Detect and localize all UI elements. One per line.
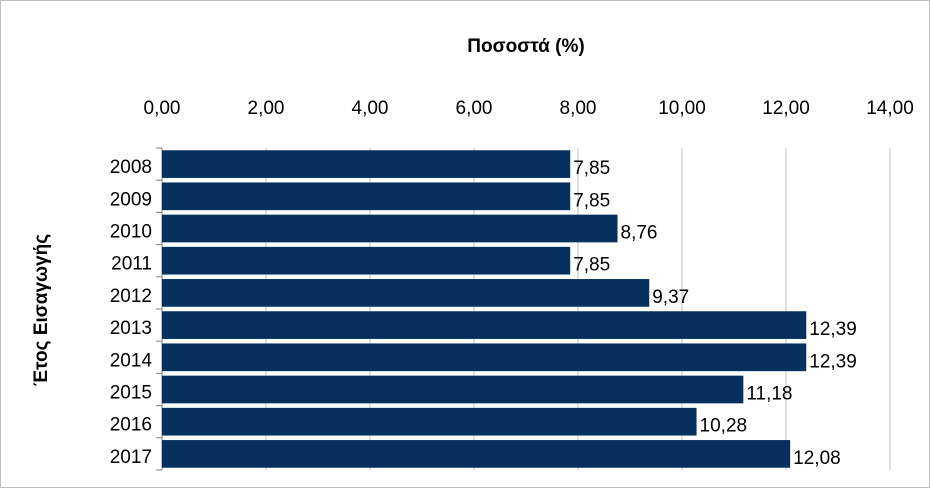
bar xyxy=(162,440,791,468)
bar xyxy=(162,311,807,339)
bar xyxy=(162,182,571,211)
y-tick-label: 2012 xyxy=(110,286,152,307)
bar xyxy=(162,246,571,275)
data-label: 12,39 xyxy=(809,319,857,340)
y-tick-label: 2013 xyxy=(110,318,152,339)
y-tick-label: 2015 xyxy=(110,383,152,404)
bar xyxy=(162,214,618,243)
bar xyxy=(162,375,744,404)
x-tick-label: 12,00 xyxy=(762,98,810,119)
bar xyxy=(162,150,571,178)
x-tick-label: 2,00 xyxy=(248,98,285,119)
bar xyxy=(162,279,650,307)
data-label: 11,18 xyxy=(746,384,792,405)
data-label: 12,08 xyxy=(793,448,841,469)
x-tick-label: 14,00 xyxy=(866,98,914,119)
y-tick-label: 2010 xyxy=(110,222,152,243)
data-label: 7,85 xyxy=(573,255,610,276)
y-tick-label: 2016 xyxy=(110,415,152,436)
data-label: 12,39 xyxy=(809,351,857,372)
data-label: 7,85 xyxy=(573,190,610,211)
y-tick-label: 2017 xyxy=(110,447,152,468)
x-tick-label: 6,00 xyxy=(456,98,493,119)
data-label: 9,37 xyxy=(652,287,689,308)
y-tick-label: 2014 xyxy=(110,350,153,371)
y-tick-label: 2008 xyxy=(110,157,152,178)
y-tick-label: 2009 xyxy=(110,189,152,210)
data-label: 10,28 xyxy=(700,416,748,437)
y-axis-title: Έτος Εισαγωγής xyxy=(31,234,52,386)
data-label: 7,85 xyxy=(573,158,610,179)
y-tick-label: 2011 xyxy=(111,254,152,275)
x-tick-label: 8,00 xyxy=(560,98,597,119)
x-tick-label: 0,00 xyxy=(144,98,181,119)
bar xyxy=(162,407,697,436)
x-tick-label: 10,00 xyxy=(658,98,706,119)
x-tick-label: 4,00 xyxy=(352,98,389,119)
bar xyxy=(162,343,807,372)
chart-title: Ποσοστά (%) xyxy=(467,36,584,57)
data-label: 8,76 xyxy=(621,223,658,244)
